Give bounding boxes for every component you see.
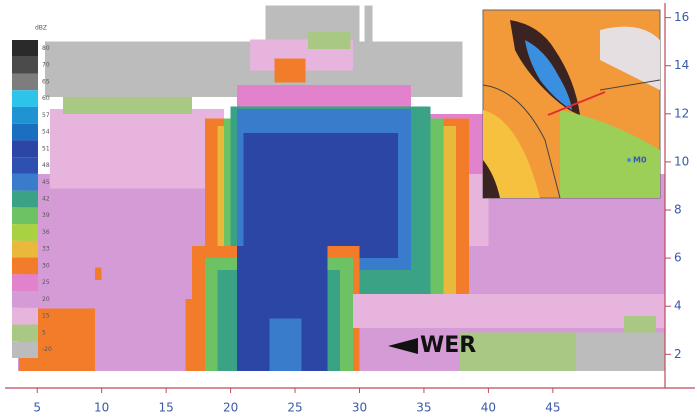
x-tick-label: 10	[94, 401, 109, 415]
y-tick-label: 10	[674, 154, 689, 168]
colorbar-label: -20	[42, 346, 52, 353]
x-tick-label: 35	[416, 401, 431, 415]
colorbar-swatch	[12, 207, 38, 224]
colorbar-swatch	[12, 325, 38, 342]
colorbar-swatch	[12, 90, 38, 107]
y-tick-label: 12	[674, 106, 689, 120]
cell	[460, 333, 576, 371]
colorbar-swatch	[12, 174, 38, 191]
colorbar-swatch	[12, 241, 38, 258]
colorbar-swatch	[12, 341, 38, 358]
x-tick-label: 30	[352, 401, 367, 415]
y-tick-label: 14	[674, 58, 689, 72]
y-tick-label: 2	[674, 347, 682, 361]
chart: M0 dBZ 807065605754514845423936333025201…	[0, 0, 697, 417]
colorbar-label: 42	[42, 196, 50, 203]
cell	[63, 97, 192, 114]
colorbar-label: 57	[42, 112, 50, 119]
colorbar-label: 36	[42, 229, 50, 236]
x-tick-label: 25	[287, 401, 302, 415]
colorbar-swatch	[12, 157, 38, 174]
cell	[243, 133, 398, 258]
annotation: WER	[420, 333, 476, 358]
cell	[185, 299, 204, 371]
cell	[274, 59, 305, 83]
colorbar-swatch	[12, 124, 38, 141]
colorbar-label: 30	[42, 262, 50, 269]
colorbar-label: 33	[42, 246, 50, 253]
colorbar-swatch	[12, 140, 38, 157]
colorbar-swatch	[12, 40, 38, 57]
colorbar-swatch	[12, 107, 38, 124]
x-tick-label: 15	[158, 401, 173, 415]
colorbar-label: 20	[42, 296, 50, 303]
colorbar-label: 80	[42, 45, 50, 52]
colorbar-swatch	[12, 274, 38, 291]
cell	[624, 316, 656, 333]
colorbar-label: 25	[42, 279, 50, 286]
colorbar-label: 15	[42, 313, 50, 320]
colorbar-swatch	[12, 224, 38, 241]
y-tick-label: 4	[674, 299, 682, 313]
colorbar-label: 70	[42, 62, 50, 69]
x-tick-label: 45	[545, 401, 560, 415]
cell	[308, 32, 351, 49]
colorbar-swatch	[12, 291, 38, 308]
colorbar-label: 65	[42, 78, 50, 85]
x-tick-label: 5	[33, 401, 41, 415]
colorbar-label: 48	[42, 162, 50, 169]
y-tick-label: 6	[674, 251, 682, 265]
colorbar-swatch	[12, 73, 38, 90]
colorbar-label: 60	[42, 95, 50, 102]
colorbar-label: 54	[42, 129, 50, 136]
x-tick-label: 40	[481, 401, 496, 415]
colorbar-swatch	[12, 308, 38, 325]
cell	[269, 318, 301, 371]
inset-label: M0	[633, 156, 647, 165]
cell	[50, 109, 224, 188]
colorbar-label: 45	[42, 179, 50, 186]
cell	[576, 333, 665, 371]
colorbar-label: 39	[42, 212, 50, 219]
x-tick-label: 20	[223, 401, 238, 415]
station	[627, 158, 631, 162]
y-tick-label: 16	[674, 10, 689, 24]
colorbar-title: dBZ	[35, 25, 47, 32]
cell	[95, 268, 101, 280]
colorbar-swatch	[12, 191, 38, 208]
cell	[365, 6, 373, 42]
inset-map: M0	[483, 10, 660, 198]
y-tick-label: 8	[674, 203, 682, 217]
colorbar-label: 51	[42, 145, 50, 152]
colorbar-swatch	[12, 57, 38, 74]
cell	[353, 294, 665, 328]
colorbar-swatch	[12, 258, 38, 275]
colorbar-label: 5	[42, 329, 46, 336]
